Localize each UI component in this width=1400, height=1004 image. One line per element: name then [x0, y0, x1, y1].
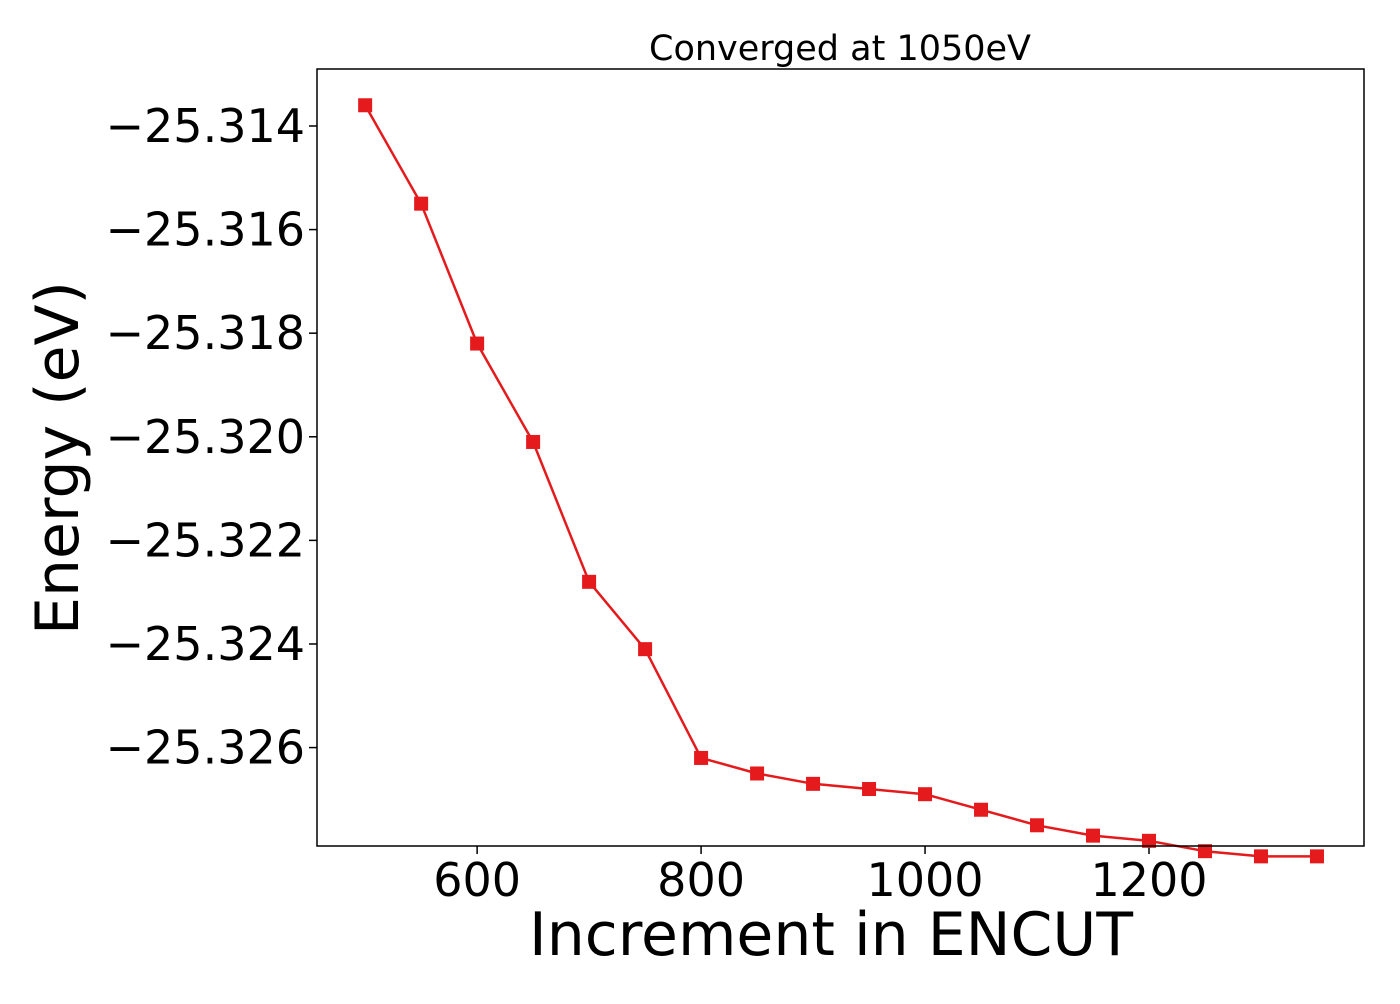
chart-title: Converged at 1050eV: [649, 29, 1031, 69]
y-tick-label: −25.314: [106, 99, 306, 153]
data-point: [750, 766, 765, 781]
x-tick-label: 1000: [867, 853, 984, 907]
y-tick-label: −25.324: [106, 617, 306, 671]
y-tick-label: −25.316: [106, 203, 306, 257]
y-tick-label: −25.320: [106, 410, 306, 464]
data-point: [638, 642, 653, 657]
data-point: [470, 336, 485, 351]
data-point: [806, 776, 821, 791]
data-point: [1142, 833, 1157, 848]
data-point: [1309, 849, 1324, 864]
y-tick-label: −25.326: [106, 721, 306, 775]
y-tick-label: −25.318: [106, 306, 306, 360]
x-tick-label: 1200: [1090, 853, 1207, 907]
data-point: [862, 782, 877, 797]
data-point: [358, 98, 373, 113]
y-axis-label: Energy (eV): [23, 281, 93, 635]
data-point: [694, 750, 709, 765]
axes: 600 800 1000 1200 −25.314 −25.316 −25.318 −25.3…: [106, 99, 1208, 907]
data-point: [1253, 849, 1268, 864]
data-point: [414, 196, 429, 211]
data-point: [582, 574, 597, 589]
plot-frame: [316, 68, 1365, 847]
data-point: [1030, 818, 1045, 833]
data-point: [974, 802, 989, 817]
data-point: [526, 434, 541, 449]
x-axis-label: Increment in ENCUT: [529, 900, 1133, 970]
series-line: [364, 104, 1317, 858]
x-tick-label: 800: [657, 853, 745, 907]
series-layer: [358, 98, 1324, 864]
data-point: [918, 787, 933, 802]
x-tick-label: 600: [433, 853, 521, 907]
y-tick-label: −25.322: [106, 513, 306, 567]
data-point: [1197, 844, 1212, 859]
data-point: [1086, 828, 1101, 843]
